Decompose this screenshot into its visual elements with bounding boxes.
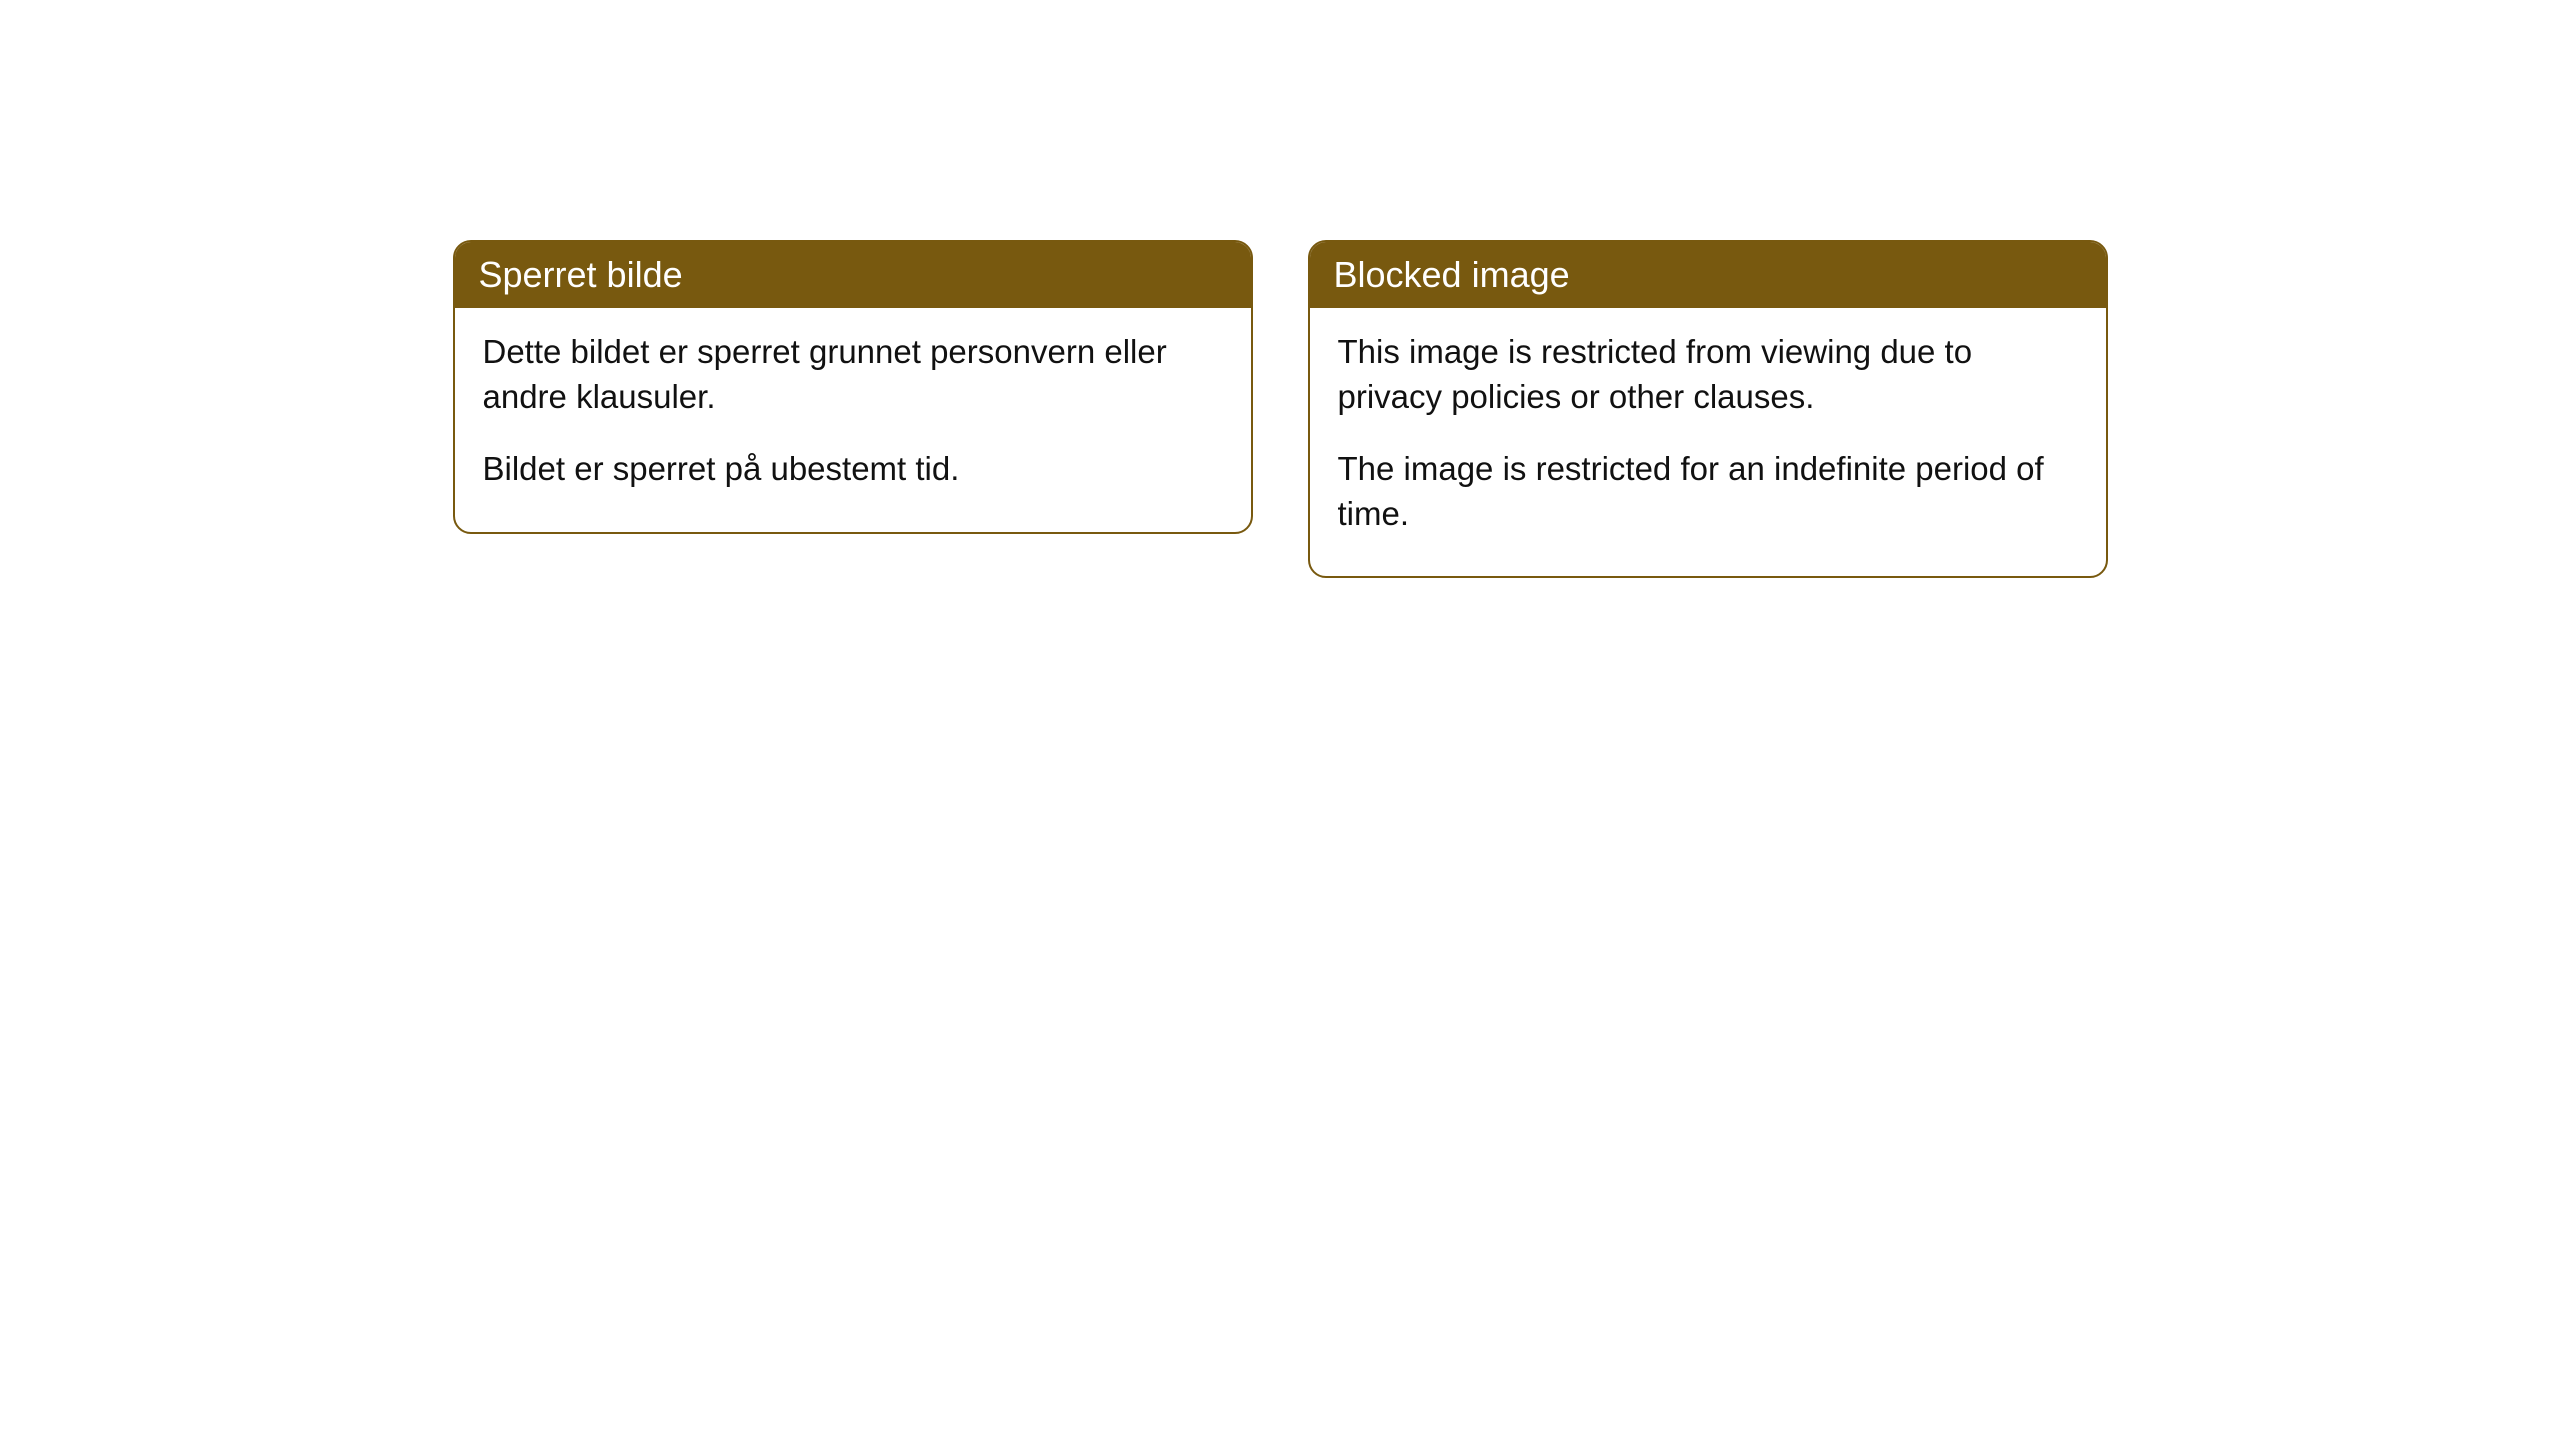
card-header-no: Sperret bilde [455,242,1251,308]
card-body-en: This image is restricted from viewing du… [1310,308,2106,576]
card-header-en: Blocked image [1310,242,2106,308]
blocked-image-card-no: Sperret bilde Dette bildet er sperret gr… [453,240,1253,534]
card-text-en-1: This image is restricted from viewing du… [1338,330,2078,419]
card-text-en-2: The image is restricted for an indefinit… [1338,447,2078,536]
blocked-image-card-en: Blocked image This image is restricted f… [1308,240,2108,578]
card-text-no-1: Dette bildet er sperret grunnet personve… [483,330,1223,419]
card-body-no: Dette bildet er sperret grunnet personve… [455,308,1251,532]
card-text-no-2: Bildet er sperret på ubestemt tid. [483,447,1223,492]
cards-container: Sperret bilde Dette bildet er sperret gr… [453,240,2108,1440]
